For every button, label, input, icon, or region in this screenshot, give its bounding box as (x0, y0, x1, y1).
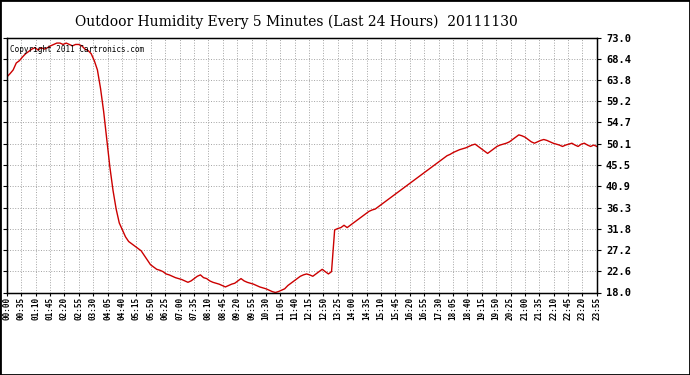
Text: Copyright 2011 Cartronics.com: Copyright 2011 Cartronics.com (10, 45, 144, 54)
Text: Outdoor Humidity Every 5 Minutes (Last 24 Hours)  20111130: Outdoor Humidity Every 5 Minutes (Last 2… (75, 15, 518, 29)
